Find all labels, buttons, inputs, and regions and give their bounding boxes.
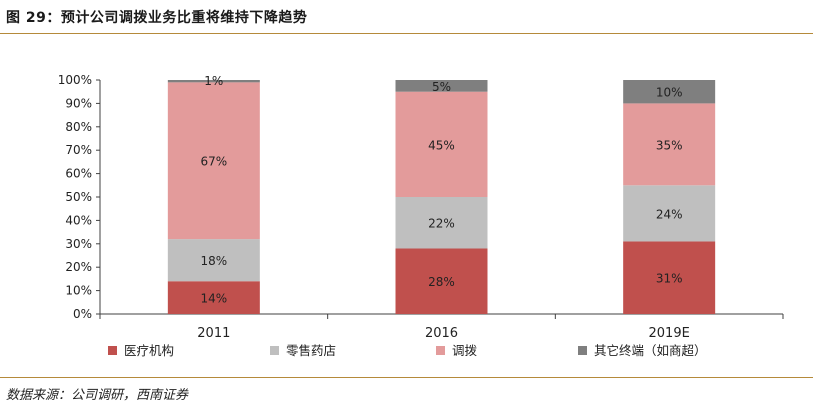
bar-segment (167, 80, 260, 83)
legend-swatch (578, 346, 587, 355)
data-label: 14% (200, 292, 227, 306)
bar-segment (623, 241, 716, 314)
data-label: 35% (656, 138, 683, 152)
y-tick-label: 70% (65, 143, 92, 157)
chart-legend: 医疗机构 零售药店 调拨 其它终端（如商超） (108, 343, 707, 358)
stacked-bar-chart: 0% 10% 20% 30% 40% 50% 60% 70% 80% 90% 100% 2011 201… (58, 73, 784, 358)
legend-swatch (108, 346, 117, 355)
data-label: 24% (656, 207, 683, 221)
bar-segment (167, 239, 260, 282)
legend-label: 其它终端（如商超） (594, 343, 707, 358)
data-label: 18% (200, 254, 227, 268)
y-tick-label: 90% (65, 96, 92, 110)
legend-swatch (270, 346, 279, 355)
bar-segment (623, 80, 716, 104)
legend-label: 医疗机构 (124, 343, 174, 358)
top-divider (0, 33, 813, 34)
data-label: 28% (428, 275, 455, 289)
y-tick-label: 40% (65, 213, 92, 227)
bar-segment (395, 248, 488, 314)
bottom-divider (0, 377, 813, 378)
data-label: 67% (200, 155, 227, 169)
y-tick-label: 80% (65, 120, 92, 134)
data-label: 10% (656, 86, 683, 100)
legend-label: 调拨 (452, 343, 478, 358)
y-tick-label: 0% (73, 307, 92, 321)
x-tick-label: 2016 (425, 326, 458, 341)
bar-segment (395, 91, 488, 197)
data-label: 31% (656, 272, 683, 286)
bar-segment (623, 103, 716, 186)
bar-segment (167, 82, 260, 240)
y-tick-label: 100% (58, 73, 92, 87)
source-note: 数据来源：公司调研，西南证券 (6, 388, 189, 403)
data-label: 5% (432, 80, 451, 94)
x-tick-label: 2019E (649, 326, 690, 341)
chart-axes: 0% 10% 20% 30% 40% 50% 60% 70% 80% 90% 100% 2011 201… (58, 73, 784, 341)
y-tick-label: 60% (65, 167, 92, 181)
x-tick-label: 2011 (197, 326, 230, 341)
y-tick-label: 20% (65, 260, 92, 274)
bar-segment (395, 80, 488, 92)
figure-title: 图 29：预计公司调拨业务比重将维持下降趋势 (6, 10, 308, 26)
legend-label: 零售药店 (286, 343, 336, 358)
bar-segment (167, 281, 260, 314)
bar-segment (623, 185, 716, 242)
data-label: 22% (428, 217, 455, 231)
data-label: 45% (428, 138, 455, 152)
y-tick-label: 30% (65, 237, 92, 251)
legend-swatch (436, 346, 445, 355)
chart-bars (167, 80, 716, 314)
data-label: 1% (204, 74, 223, 88)
chart-data-labels: 14% 18% 67% 1% 28% 22% 45% 5% 31% 24% 35% 10% (200, 74, 682, 306)
bar-segment (395, 197, 488, 249)
y-tick-label: 50% (65, 190, 92, 204)
y-tick-label: 10% (65, 284, 92, 298)
